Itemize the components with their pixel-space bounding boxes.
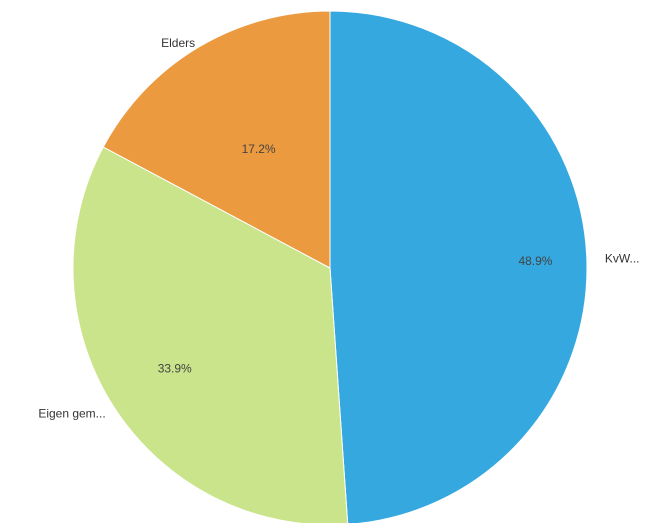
slice-category-label-2: Elders [161, 36, 195, 50]
pie-labels: 48.9% KvW... 33.9% Eigen gem... 17.2% Elders [38, 36, 639, 420]
pie-slices [72, 10, 588, 526]
slice-value-label-2: 17.2% [242, 142, 276, 156]
slice-value-label-0: 48.9% [518, 254, 552, 268]
pie-slice-0[interactable] [329, 10, 588, 525]
slice-category-label-0: KvW... [605, 251, 640, 265]
pie-slice-1[interactable] [72, 146, 349, 526]
pie-slice-2[interactable] [102, 10, 331, 269]
slice-category-label-1: Eigen gem... [38, 406, 105, 420]
slice-value-label-1: 33.9% [158, 362, 192, 376]
